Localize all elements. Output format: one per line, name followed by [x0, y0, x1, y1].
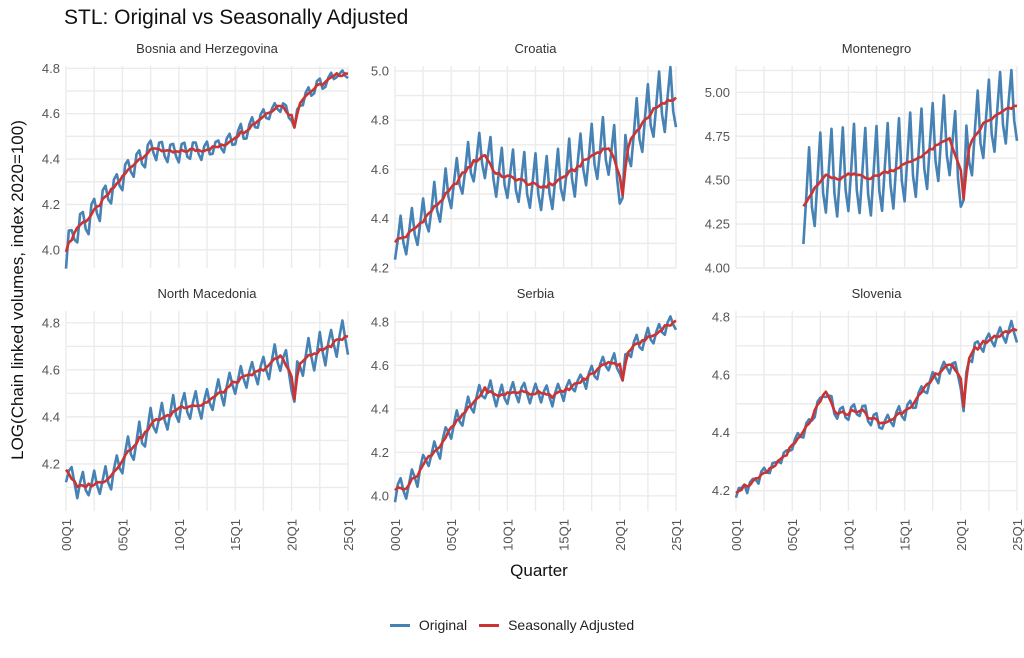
chart-title: STL: Original vs Seasonally Adjusted: [64, 6, 409, 29]
y-tick-label: 4.4: [42, 152, 60, 167]
x-axis-label: Quarter: [510, 561, 568, 580]
y-tick-label: 4.8: [42, 315, 60, 330]
x-tick-label: 10Q1: [172, 519, 187, 551]
legend-item-original: Original: [389, 617, 468, 633]
y-tick-label: 4.8: [371, 314, 389, 329]
x-tick-label: 00Q1: [388, 519, 403, 551]
legend-swatch-original: [389, 623, 410, 627]
series-seasonally-adjusted-line: [64, 335, 349, 489]
y-tick-label: 4.0: [371, 488, 389, 503]
y-tick-label: 4.50: [705, 173, 730, 188]
x-tick-label: 20Q1: [285, 519, 300, 551]
facet-title: Serbia: [517, 286, 555, 301]
y-tick-label: 4.4: [42, 409, 60, 424]
y-tick-label: 4.00: [705, 261, 730, 276]
x-tick-label: 10Q1: [841, 519, 856, 551]
x-tick-label: 00Q1: [729, 519, 744, 551]
series-seasonally-adjusted-line: [735, 328, 1018, 495]
x-tick-label: 25Q1: [341, 519, 356, 551]
y-tick-label: 4.4: [371, 211, 389, 226]
legend-swatch-seasonally-adjusted: [479, 623, 500, 627]
series-original-line: [64, 319, 350, 500]
legend-item-seasonally-adjusted: Seasonally Adjusted: [479, 617, 634, 633]
y-tick-label: 5.00: [705, 85, 730, 100]
x-tick-label: 20Q1: [613, 519, 628, 551]
x-tick-label: 00Q1: [59, 519, 74, 551]
y-tick-label: 4.6: [371, 358, 389, 373]
y-tick-label: 4.4: [371, 401, 389, 416]
facet-title: Croatia: [515, 41, 558, 56]
y-tick-label: 4.25: [705, 217, 730, 232]
facet-panel: Slovenia 4.2 4.4 4.6 4.8 00Q1 05Q1 10Q1 15Q1 20Q1…: [712, 286, 1024, 551]
y-tick-label: 4.8: [712, 309, 730, 324]
y-tick-label: 4.2: [371, 261, 389, 276]
series-seasonally-adjusted-line: [64, 72, 349, 253]
legend: Original Seasonally Adjusted: [0, 617, 1024, 633]
facet-panel: North Macedonia 4.2 4.4 4.6 4.8 00Q1 05Q1 10Q1 1…: [42, 286, 356, 551]
x-tick-label: 20Q1: [954, 519, 969, 551]
series-original-line: [802, 68, 1019, 245]
facet-title: North Macedonia: [158, 286, 258, 301]
y-tick-label: 5.0: [371, 63, 389, 78]
y-tick-label: 4.2: [371, 445, 389, 460]
y-tick-label: 4.2: [42, 197, 60, 212]
facet-panel: Croatia 4.2 4.4 4.6 4.8 5.0: [371, 41, 678, 276]
y-tick-label: 4.6: [371, 162, 389, 177]
y-tick-label: 4.0: [42, 242, 60, 257]
legend-label-original: Original: [418, 617, 468, 633]
y-tick-label: 4.6: [42, 362, 60, 377]
y-tick-label: 4.8: [42, 61, 60, 76]
x-tick-label: 15Q1: [228, 519, 243, 551]
x-tick-label: 05Q1: [785, 519, 800, 551]
y-tick-label: 4.8: [371, 113, 389, 128]
y-tick-label: 4.2: [42, 456, 60, 471]
facet-title: Bosnia and Herzegovina: [136, 41, 278, 56]
y-tick-label: 4.4: [712, 425, 730, 440]
facet-title: Montenegro: [842, 41, 911, 56]
series-seasonally-adjusted-line: [802, 104, 1017, 208]
y-tick-label: 4.75: [705, 129, 730, 144]
series-seasonally-adjusted-line: [393, 96, 677, 244]
facet-panel: Serbia 4.0 4.2 4.4 4.6 4.8 00Q1 05Q1 10Q1 15Q1 20Q…: [371, 286, 684, 551]
facet-panel: Bosnia and Herzegovina 4.0 4.2 4.4 4.6 4.8: [42, 41, 349, 269]
x-tick-label: 25Q1: [669, 519, 684, 551]
facet-title: Slovenia: [852, 286, 903, 301]
x-tick-label: 25Q1: [1010, 519, 1024, 551]
x-tick-label: 05Q1: [115, 519, 130, 551]
series-original-line: [393, 65, 678, 260]
facet-panel: Montenegro 4.00 4.25 4.50 4.75 5.00: [705, 41, 1019, 276]
x-tick-label: 10Q1: [500, 519, 515, 551]
x-tick-label: 15Q1: [898, 519, 913, 551]
y-tick-label: 4.2: [712, 483, 730, 498]
y-tick-label: 4.6: [42, 106, 60, 121]
legend-label-seasonally-adjusted: Seasonally Adjusted: [508, 617, 635, 633]
y-tick-label: 4.6: [712, 367, 730, 382]
x-tick-label: 05Q1: [444, 519, 459, 551]
series-seasonally-adjusted-line: [394, 319, 677, 492]
x-tick-label: 15Q1: [557, 519, 572, 551]
